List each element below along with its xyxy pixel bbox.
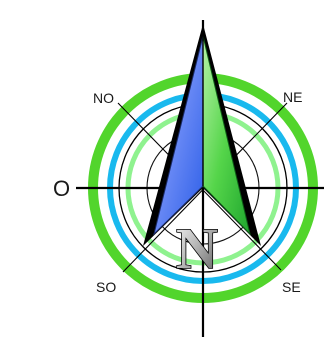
label-west: O	[53, 176, 70, 201]
north-arrow	[143, 24, 261, 246]
label-southeast: SE	[282, 279, 301, 295]
north-arrow-left-half	[153, 35, 204, 236]
label-southwest: SO	[96, 279, 116, 295]
north-letter: N	[176, 216, 218, 281]
label-northeast: NE	[283, 89, 302, 105]
north-arrow-right-half	[202, 35, 251, 236]
label-northwest: NO	[93, 90, 114, 106]
